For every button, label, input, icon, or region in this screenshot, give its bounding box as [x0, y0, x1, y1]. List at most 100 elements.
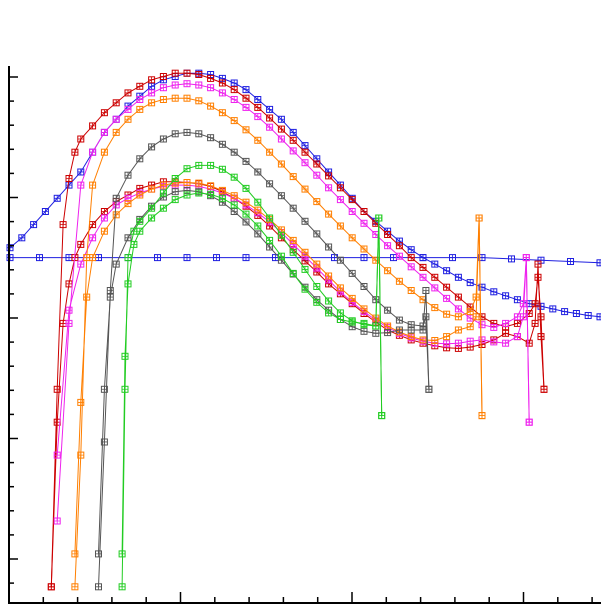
- data-point: [230, 96, 238, 103]
- data-point: [71, 148, 79, 156]
- data-point: [183, 80, 191, 88]
- data-point: [407, 254, 415, 262]
- data-point: [136, 105, 144, 113]
- data-point: [289, 128, 297, 136]
- data-point: [89, 148, 97, 156]
- data-point: [213, 254, 220, 262]
- data-point: [531, 300, 539, 308]
- data-point: [230, 201, 238, 209]
- data-point: [77, 240, 85, 248]
- data-point: [384, 306, 392, 314]
- data-point: [443, 267, 451, 275]
- axes: [8, 66, 601, 604]
- data-point: [183, 165, 191, 173]
- data-point: [313, 283, 321, 290]
- data-point: [83, 293, 91, 301]
- series-line: [98, 131, 430, 587]
- data-point: [431, 260, 439, 268]
- data-point: [360, 319, 368, 327]
- data-point: [95, 254, 102, 262]
- data-point: [100, 148, 108, 156]
- data-point: [230, 208, 238, 215]
- data-point: [572, 310, 580, 317]
- data-point: [325, 272, 333, 280]
- data-point: [301, 265, 309, 273]
- data-point: [502, 319, 510, 327]
- data-point: [195, 189, 203, 197]
- data-point: [148, 89, 156, 97]
- data-point: [207, 134, 215, 142]
- data-point: [171, 175, 179, 182]
- data-point: [336, 184, 344, 192]
- series-line: [50, 72, 545, 587]
- data-point: [325, 309, 333, 317]
- data-point: [336, 256, 344, 264]
- data-point: [207, 190, 215, 198]
- data-point: [513, 313, 521, 321]
- data-point: [159, 84, 167, 92]
- data-point: [407, 246, 415, 254]
- data-point: [112, 128, 120, 136]
- data-point: [148, 185, 156, 193]
- data-point: [301, 248, 309, 256]
- data-point: [266, 236, 274, 244]
- data-point: [490, 323, 498, 331]
- data-point: [171, 188, 179, 196]
- data-point: [277, 231, 285, 239]
- data-point: [183, 128, 191, 136]
- series-0: [6, 69, 601, 321]
- data-point: [519, 300, 527, 308]
- data-point: [289, 248, 297, 256]
- data-point: [171, 81, 179, 89]
- data-point: [313, 171, 321, 179]
- data-point: [277, 192, 285, 200]
- data-point: [254, 113, 262, 121]
- data-point: [360, 327, 368, 335]
- data-point: [100, 109, 108, 117]
- data-point: [277, 160, 285, 168]
- data-point: [395, 252, 403, 260]
- data-point: [148, 143, 156, 151]
- data-point: [254, 103, 262, 111]
- data-point: [148, 214, 156, 222]
- data-point: [519, 313, 527, 321]
- data-point: [395, 242, 403, 250]
- data-point: [384, 242, 392, 250]
- data-point: [313, 298, 321, 306]
- data-point: [242, 210, 250, 218]
- data-point: [242, 94, 250, 102]
- data-point: [372, 296, 380, 304]
- data-point: [522, 254, 530, 262]
- data-point: [537, 313, 545, 321]
- data-point: [195, 179, 203, 187]
- data-point: [71, 583, 79, 591]
- data-point: [336, 284, 344, 292]
- data-point: [59, 319, 67, 327]
- data-point: [431, 284, 439, 292]
- data-point: [313, 160, 321, 168]
- data-point: [431, 337, 439, 344]
- data-point: [242, 103, 250, 111]
- data-point: [425, 385, 433, 393]
- data-point: [360, 208, 368, 215]
- data-point: [18, 234, 26, 242]
- series-line: [50, 181, 545, 587]
- data-point: [65, 319, 73, 327]
- data-point: [472, 313, 480, 321]
- data-point: [431, 273, 439, 281]
- data-point: [230, 79, 238, 87]
- data-point: [112, 115, 120, 123]
- data-point: [100, 385, 108, 393]
- data-point: [77, 168, 85, 176]
- data-point: [124, 280, 132, 288]
- data-point: [65, 175, 73, 182]
- data-point: [567, 258, 574, 265]
- data-point: [207, 74, 215, 82]
- data-point: [148, 99, 156, 107]
- data-point: [159, 204, 167, 212]
- data-point: [301, 185, 309, 193]
- data-point: [89, 122, 97, 130]
- data-point: [59, 221, 67, 229]
- data-point: [242, 126, 250, 134]
- data-point: [266, 180, 274, 188]
